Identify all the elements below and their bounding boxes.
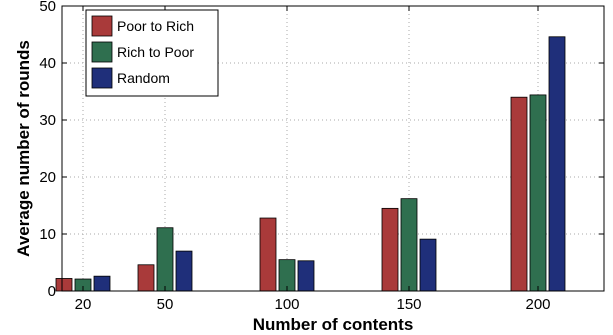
- y-tick-label: 20: [39, 169, 56, 186]
- y-tick-label: 50: [39, 0, 56, 15]
- x-tick-label: 150: [396, 296, 421, 313]
- y-ticks: 0 10 20 30 40 50: [39, 0, 604, 300]
- legend-swatch: [91, 41, 113, 63]
- y-tick-label: 30: [39, 112, 56, 129]
- x-axis-label: Number of contents: [253, 315, 414, 334]
- bar-rich-to-poor-200: [529, 94, 547, 292]
- bar-random-200: [548, 36, 566, 292]
- bars: [55, 36, 566, 292]
- y-tick-label: 40: [39, 55, 56, 72]
- bar-poor-to-rich-50: [137, 264, 155, 292]
- bar-random-20: [93, 275, 111, 292]
- legend-swatch: [91, 15, 113, 37]
- legend-swatch: [91, 67, 113, 89]
- x-ticks: 20 50 100 150 200: [75, 6, 551, 313]
- legend-label: Random: [117, 70, 170, 86]
- y-tick-label: 0: [48, 283, 56, 300]
- legend-label: Poor to Rich: [117, 18, 194, 34]
- x-tick-label: 20: [75, 296, 92, 313]
- bar-poor-to-rich-200: [510, 96, 528, 292]
- bar-random-100: [297, 260, 315, 292]
- x-tick-label: 50: [157, 296, 174, 313]
- bar-poor-to-rich-150: [381, 207, 399, 292]
- bar-poor-to-rich-20: [55, 278, 73, 292]
- bar-random-150: [419, 238, 437, 292]
- bar-rich-to-poor-50: [156, 227, 174, 292]
- x-tick-label: 100: [274, 296, 299, 313]
- bar-poor-to-rich-100: [259, 217, 277, 292]
- y-axis-label: Average number of rounds: [14, 40, 33, 257]
- x-tick-label: 200: [525, 296, 550, 313]
- y-tick-label: 10: [39, 226, 56, 243]
- plot-frame: [61, 5, 605, 292]
- legend: Poor to Rich Rich to Poor Random: [85, 9, 219, 97]
- legend-label: Rich to Poor: [117, 44, 194, 60]
- bar-random-50: [175, 250, 193, 292]
- bar-rich-to-poor-150: [400, 198, 418, 292]
